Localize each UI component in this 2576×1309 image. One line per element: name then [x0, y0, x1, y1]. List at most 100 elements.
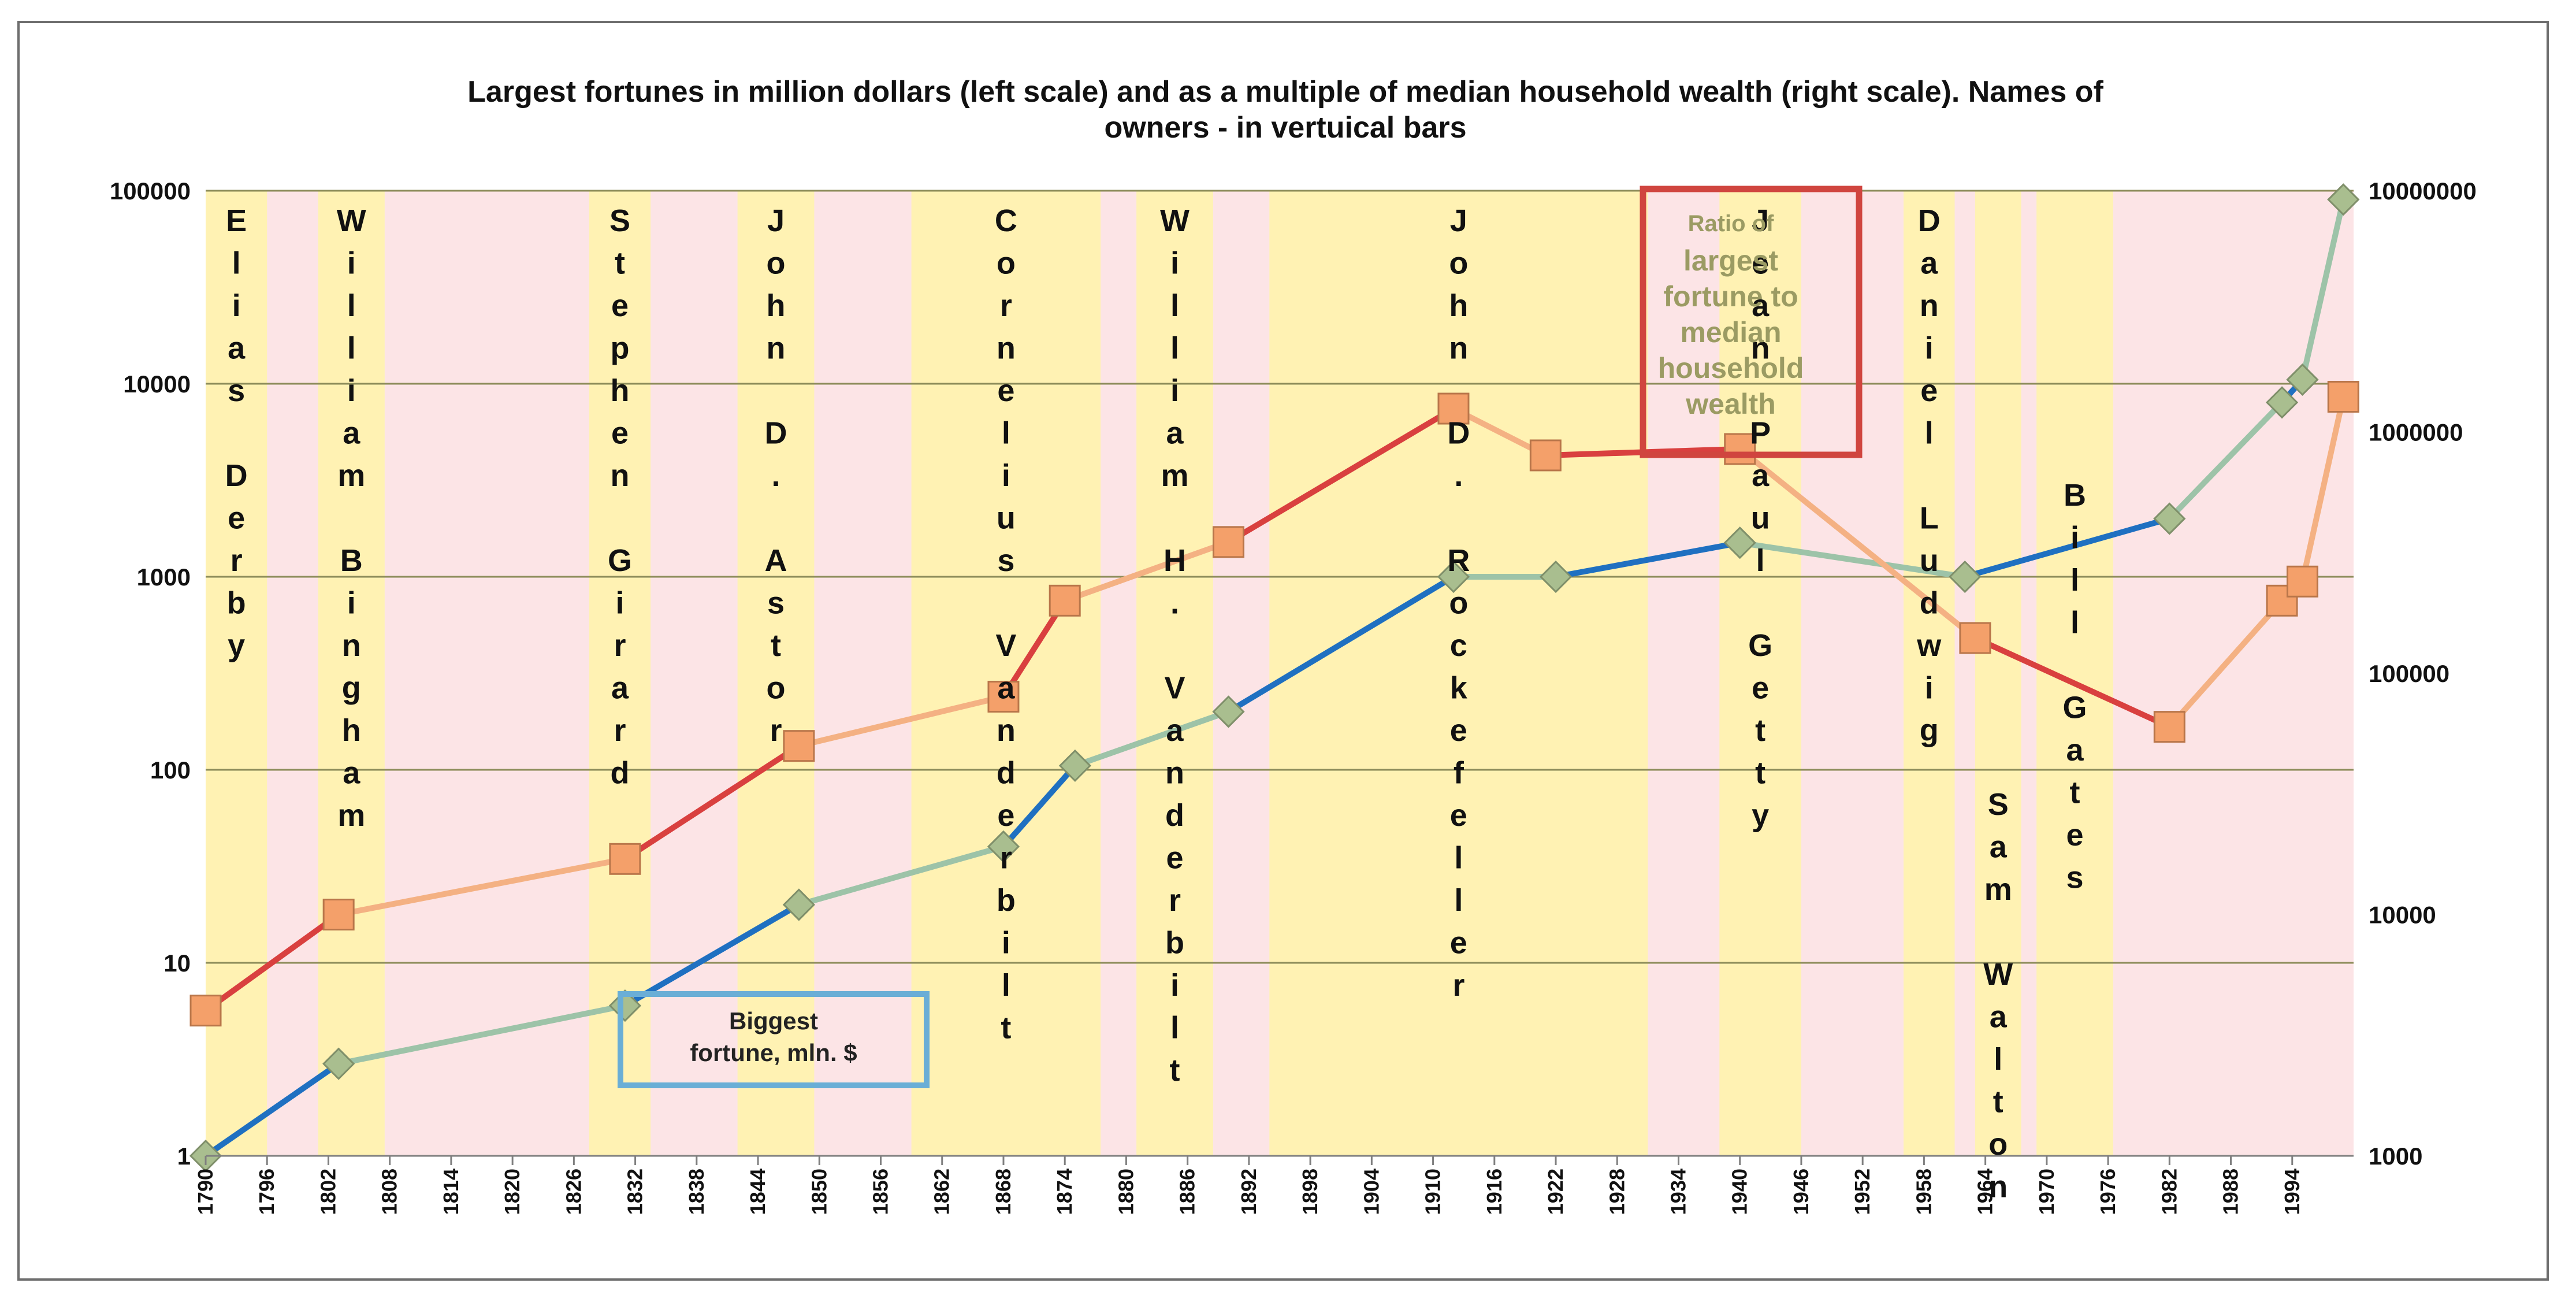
owner-name-4-letter-3: n: [997, 331, 1016, 366]
x-tick-25: 1940: [1728, 1169, 1752, 1215]
ratio-legend-line-2: fortune to: [1663, 280, 1798, 313]
series-1-point-0: [189, 995, 222, 1027]
owner-name-10-letter-9: s: [2066, 861, 2084, 895]
x-tick-14: 1874: [1053, 1169, 1076, 1215]
series-1-segment-3: [796, 694, 1006, 749]
series-0-segment-1: [336, 1003, 628, 1067]
owner-name-0-letter-3: a: [228, 331, 246, 366]
owner-band-9: [1975, 191, 2021, 1156]
series-0-point-12: [2265, 386, 2299, 419]
owner-name-5-letter-1: i: [1170, 246, 1179, 281]
series-1-segment-6: [1225, 406, 1456, 545]
owner-name-9-letter-6: l: [1994, 1042, 2002, 1077]
x-tick-34: 1994: [2280, 1169, 2304, 1215]
owner-name-5-letter-5: a: [1166, 416, 1184, 451]
owner-name-7-letter-12: t: [1755, 713, 1765, 748]
owner-name-6-letter-17: e: [1450, 926, 1467, 961]
owner-name-5-letter-0: W: [1160, 203, 1190, 238]
series-0-segment-10: [1962, 516, 2173, 580]
x-tick-13: 1868: [991, 1169, 1015, 1215]
x-tick-22: 1922: [1544, 1169, 1567, 1215]
owner-name-6-letter-2: h: [1449, 288, 1468, 323]
owner-name-0-letter-2: i: [232, 288, 241, 323]
owner-name-0-letter-8: r: [231, 543, 243, 578]
owner-names: EliasDerbyWilliamBinghamStephenGirardJoh…: [225, 203, 2087, 1204]
owner-name-8-letter-0: D: [1918, 203, 1941, 238]
owner-name-1-letter-14: m: [337, 798, 365, 833]
owner-name-7-letter-11: e: [1752, 671, 1769, 706]
series-0-segment-6: [1225, 574, 1456, 715]
owner-name-8-letter-7: L: [1920, 501, 1939, 536]
owner-name-3-letter-11: o: [767, 671, 786, 706]
x-tick-12: 1862: [930, 1169, 954, 1215]
owner-name-10-letter-8: e: [2066, 818, 2084, 852]
owner-name-3-letter-2: h: [767, 288, 786, 323]
series-1-point-1: [322, 899, 355, 930]
x-tick-29: 1964: [1973, 1169, 1997, 1215]
owner-name-7-letter-8: l: [1756, 543, 1765, 578]
owner-name-6-letter-5: D: [1447, 416, 1470, 451]
series-0-point-8: [1539, 560, 1573, 594]
owner-name-5-letter-15: e: [1166, 841, 1184, 876]
owner-name-3-letter-0: J: [767, 203, 785, 238]
series-0-segment-4: [1000, 762, 1078, 850]
axes: 1 10 100 1000 10000 100000 1000 10000 100000 1000…: [110, 177, 2477, 1215]
owner-name-2-letter-2: e: [611, 288, 629, 323]
owner-name-2-letter-13: d: [611, 756, 630, 791]
series-0-point-1: [322, 1047, 355, 1080]
x-tick-33: 1988: [2219, 1169, 2243, 1215]
owner-name-6-letter-1: o: [1449, 246, 1468, 281]
ratio-legend-line-5: wealth: [1685, 388, 1776, 420]
x-tick-20: 1910: [1421, 1169, 1445, 1215]
owner-name-9-letter-2: m: [1984, 872, 2012, 907]
series-0-segment-0: [203, 1060, 342, 1159]
ratio-legend-line-0: Ratio of: [1688, 211, 1775, 236]
right-tick-3: 1000000: [2369, 419, 2463, 446]
series-0-point-3: [782, 888, 815, 921]
owner-name-7-letter-7: u: [1751, 501, 1770, 536]
owner-name-9-letter-0: S: [1988, 787, 2009, 822]
x-tick-18: 1898: [1298, 1169, 1322, 1215]
x-tick-4: 1814: [439, 1169, 463, 1215]
owner-name-8-letter-3: i: [1925, 331, 1934, 366]
owner-name-5-letter-2: l: [1170, 288, 1179, 323]
owner-name-7-letter-5: P: [1750, 416, 1771, 451]
owner-name-4-letter-14: e: [997, 798, 1014, 833]
series-1-point-14: [2327, 380, 2359, 413]
owner-name-6-letter-3: n: [1449, 331, 1468, 366]
owner-name-0-letter-10: y: [228, 628, 245, 663]
series-1-point-9: [1724, 433, 1756, 465]
series-0-segment-11: [2166, 399, 2285, 522]
owner-name-4-letter-1: o: [997, 246, 1016, 281]
owner-name-0-letter-9: b: [227, 586, 246, 621]
series-1-segment-5: [1062, 539, 1232, 604]
ratio-legend-line-3: median: [1680, 316, 1781, 348]
owner-name-5-letter-6: m: [1161, 458, 1189, 493]
owner-name-1-letter-1: i: [347, 246, 356, 281]
owner-name-0-letter-0: E: [226, 203, 247, 238]
owner-name-2-letter-9: i: [616, 586, 625, 621]
owner-name-1-letter-12: h: [342, 713, 361, 748]
left-tick-2: 100: [150, 757, 191, 784]
x-tick-28: 1958: [1912, 1169, 1935, 1215]
x-tick-0: 1790: [194, 1169, 217, 1215]
x-tick-9: 1844: [746, 1169, 770, 1215]
owner-name-3-letter-10: t: [771, 628, 781, 663]
series-1-point-3: [783, 730, 815, 762]
ratio-legend-box: [1640, 186, 1863, 458]
owner-name-3-letter-8: A: [765, 543, 787, 578]
owner-name-9-letter-9: n: [1988, 1170, 2008, 1204]
series-0-point-11: [2153, 502, 2186, 535]
owner-name-3-letter-9: s: [767, 586, 785, 621]
owner-name-2-letter-11: a: [611, 671, 629, 706]
series-1-point-6: [1212, 526, 1244, 558]
owner-band-4: [911, 191, 1101, 1156]
owner-band-7: [1719, 191, 1801, 1156]
owner-name-9-letter-7: t: [1993, 1085, 2003, 1119]
owner-name-7-letter-10: G: [1748, 628, 1772, 663]
x-tick-11: 1856: [869, 1169, 893, 1215]
owner-name-10-letter-5: G: [2063, 691, 2087, 725]
series-1-point-10: [1959, 622, 1991, 654]
owner-name-2-letter-0: S: [609, 203, 630, 238]
series-1-point-5: [1049, 584, 1081, 617]
